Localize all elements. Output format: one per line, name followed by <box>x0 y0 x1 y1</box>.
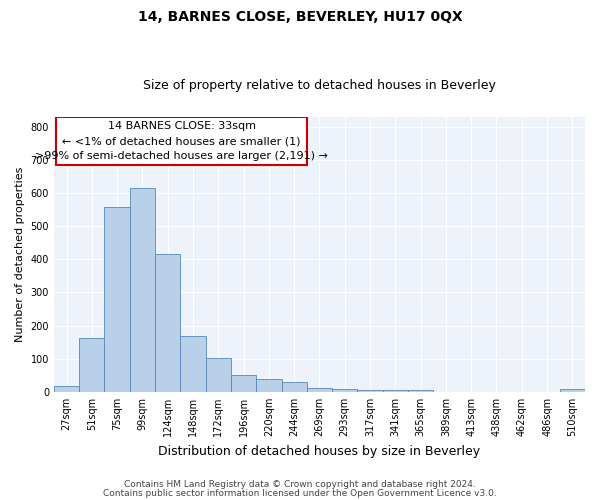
Title: Size of property relative to detached houses in Beverley: Size of property relative to detached ho… <box>143 79 496 92</box>
Text: Contains HM Land Registry data © Crown copyright and database right 2024.: Contains HM Land Registry data © Crown c… <box>124 480 476 489</box>
Text: 14 BARNES CLOSE: 33sqm
← <1% of detached houses are smaller (1)
>99% of semi-det: 14 BARNES CLOSE: 33sqm ← <1% of detached… <box>35 122 328 161</box>
Bar <box>104 207 130 392</box>
Bar <box>307 388 332 392</box>
Bar <box>181 336 206 392</box>
Text: Contains public sector information licensed under the Open Government Licence v3: Contains public sector information licen… <box>103 488 497 498</box>
Bar <box>408 390 433 392</box>
Bar <box>383 390 408 392</box>
Y-axis label: Number of detached properties: Number of detached properties <box>15 166 25 342</box>
Bar <box>130 188 155 392</box>
Bar <box>560 390 585 392</box>
Bar <box>256 380 281 392</box>
Bar <box>155 254 181 392</box>
Bar <box>206 358 231 392</box>
Bar <box>54 386 79 392</box>
Bar <box>231 376 256 392</box>
Bar <box>79 338 104 392</box>
Bar <box>332 388 358 392</box>
Bar <box>281 382 307 392</box>
X-axis label: Distribution of detached houses by size in Beverley: Distribution of detached houses by size … <box>158 444 481 458</box>
Text: 14, BARNES CLOSE, BEVERLEY, HU17 0QX: 14, BARNES CLOSE, BEVERLEY, HU17 0QX <box>137 10 463 24</box>
Bar <box>358 390 383 392</box>
FancyBboxPatch shape <box>56 118 307 165</box>
